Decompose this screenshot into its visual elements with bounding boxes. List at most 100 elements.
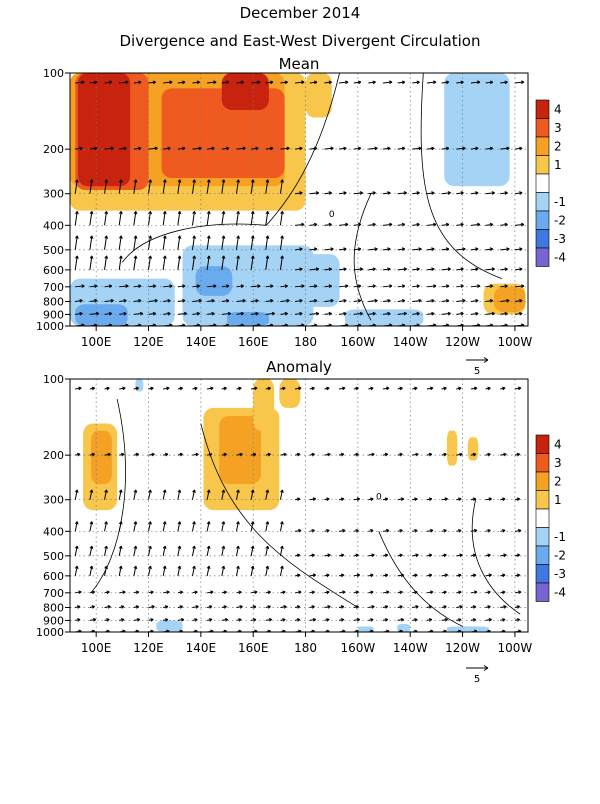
wind-vector-head [416, 267, 420, 272]
mean-panel: Mean 0 100E 120E 140E 160E 180 160W 140W 120W 100W… [36, 55, 566, 377]
wind-vector-head [491, 311, 495, 316]
wind-vector-head [119, 179, 123, 183]
wind-vector [441, 248, 449, 251]
wind-vector [397, 192, 407, 195]
wind-vector-head [431, 247, 435, 252]
wind-vector [265, 299, 274, 302]
wind-vector [221, 312, 231, 315]
shading [70, 73, 526, 326]
legend-label: 2 [554, 139, 562, 153]
wind-vector [89, 255, 93, 270]
wind-vector [338, 268, 347, 271]
wind-vector-head [177, 211, 182, 215]
wind-vector-head [401, 222, 406, 227]
wind-vector [279, 235, 283, 250]
wind-vector-head [226, 146, 230, 151]
wind-vector-head [387, 146, 391, 151]
wind-vector-head [221, 179, 226, 183]
wind-vector [163, 285, 173, 288]
wind-vector-head [444, 617, 448, 622]
wind-vector-head [326, 528, 330, 533]
wind-vector-head [192, 211, 197, 215]
wind-vector [221, 211, 225, 226]
wind-vector [295, 285, 305, 288]
wind-vector [470, 248, 479, 251]
legend-label: 1 [554, 493, 562, 507]
wind-vector [470, 312, 479, 315]
wind-vector-head [194, 618, 198, 622]
wind-vector-head [520, 284, 525, 288]
wind-vector-head [340, 452, 345, 457]
wind-vector [163, 299, 171, 302]
wind-vector [265, 285, 274, 288]
wind-vector-head [445, 80, 450, 85]
wind-vector [295, 81, 305, 84]
wind-vector [309, 268, 319, 271]
wind-vector [191, 255, 195, 270]
wind-vector [119, 299, 127, 302]
wind-vector [133, 285, 142, 288]
x-tick-label: 100W [498, 335, 533, 349]
wind-vector-head [110, 146, 114, 151]
wind-vector-head [476, 80, 481, 85]
wind-vector-head [236, 235, 240, 239]
wind-vector-head [374, 247, 378, 251]
wind-vector-head [138, 284, 142, 288]
wind-vector [279, 565, 283, 576]
wind-vector-head [177, 565, 182, 570]
wind-vector [279, 545, 283, 556]
wind-vector-head [166, 386, 170, 391]
figure-subtitle: Divergence and East-West Divergent Circu… [120, 32, 481, 50]
wind-vector-head [370, 386, 374, 391]
wind-vector [514, 268, 523, 271]
wind-vector-head [162, 255, 167, 259]
wind-vector-head [433, 284, 437, 288]
wind-vector [382, 147, 391, 150]
wind-vector-head [502, 497, 506, 502]
wind-vector-head [194, 386, 198, 391]
wind-vector [162, 211, 166, 226]
wind-vector-head [120, 605, 125, 609]
wind-vector [500, 248, 510, 251]
wind-vector [221, 299, 230, 302]
zero-contour [420, 73, 502, 280]
wind-vector-head [372, 311, 376, 316]
wind-vector-head [79, 311, 83, 316]
wind-vector [295, 147, 303, 150]
wind-vector-head [169, 284, 173, 288]
wind-vector-head [180, 617, 185, 622]
wind-vector [485, 299, 493, 302]
wind-vector-head [269, 298, 274, 303]
legend-swatch [535, 527, 550, 547]
wind-vector-head [326, 497, 330, 502]
wind-vector [177, 299, 186, 302]
wind-vector [485, 223, 493, 226]
wind-vector-head [135, 386, 139, 391]
wind-vector-head [148, 521, 152, 525]
wind-vector-head [460, 191, 464, 195]
wind-vector [514, 299, 523, 302]
wind-vector-head [326, 618, 330, 622]
plot-frame [69, 378, 529, 633]
wind-vector-head [79, 298, 83, 303]
wind-vector-head [342, 528, 346, 533]
wind-vector-head [443, 605, 447, 609]
wind-vector [89, 312, 99, 315]
wind-vector-head [162, 565, 167, 570]
wind-vector-head [280, 179, 284, 183]
wind-vector [470, 268, 479, 271]
wind-vector-head [79, 146, 83, 151]
wind-vector-head [458, 497, 462, 502]
wind-vector-head [460, 311, 464, 316]
wind-vector [148, 255, 152, 270]
wind-vector [206, 211, 210, 226]
wind-vector [382, 312, 391, 315]
wind-vector-head [503, 553, 507, 558]
legend-swatch [535, 173, 550, 193]
wind-vector-head [326, 386, 330, 391]
wind-vector [426, 299, 435, 302]
wind-vector [221, 147, 230, 150]
wind-vector [368, 268, 376, 271]
wind-vector-head [476, 222, 481, 227]
wind-vector [206, 489, 210, 500]
